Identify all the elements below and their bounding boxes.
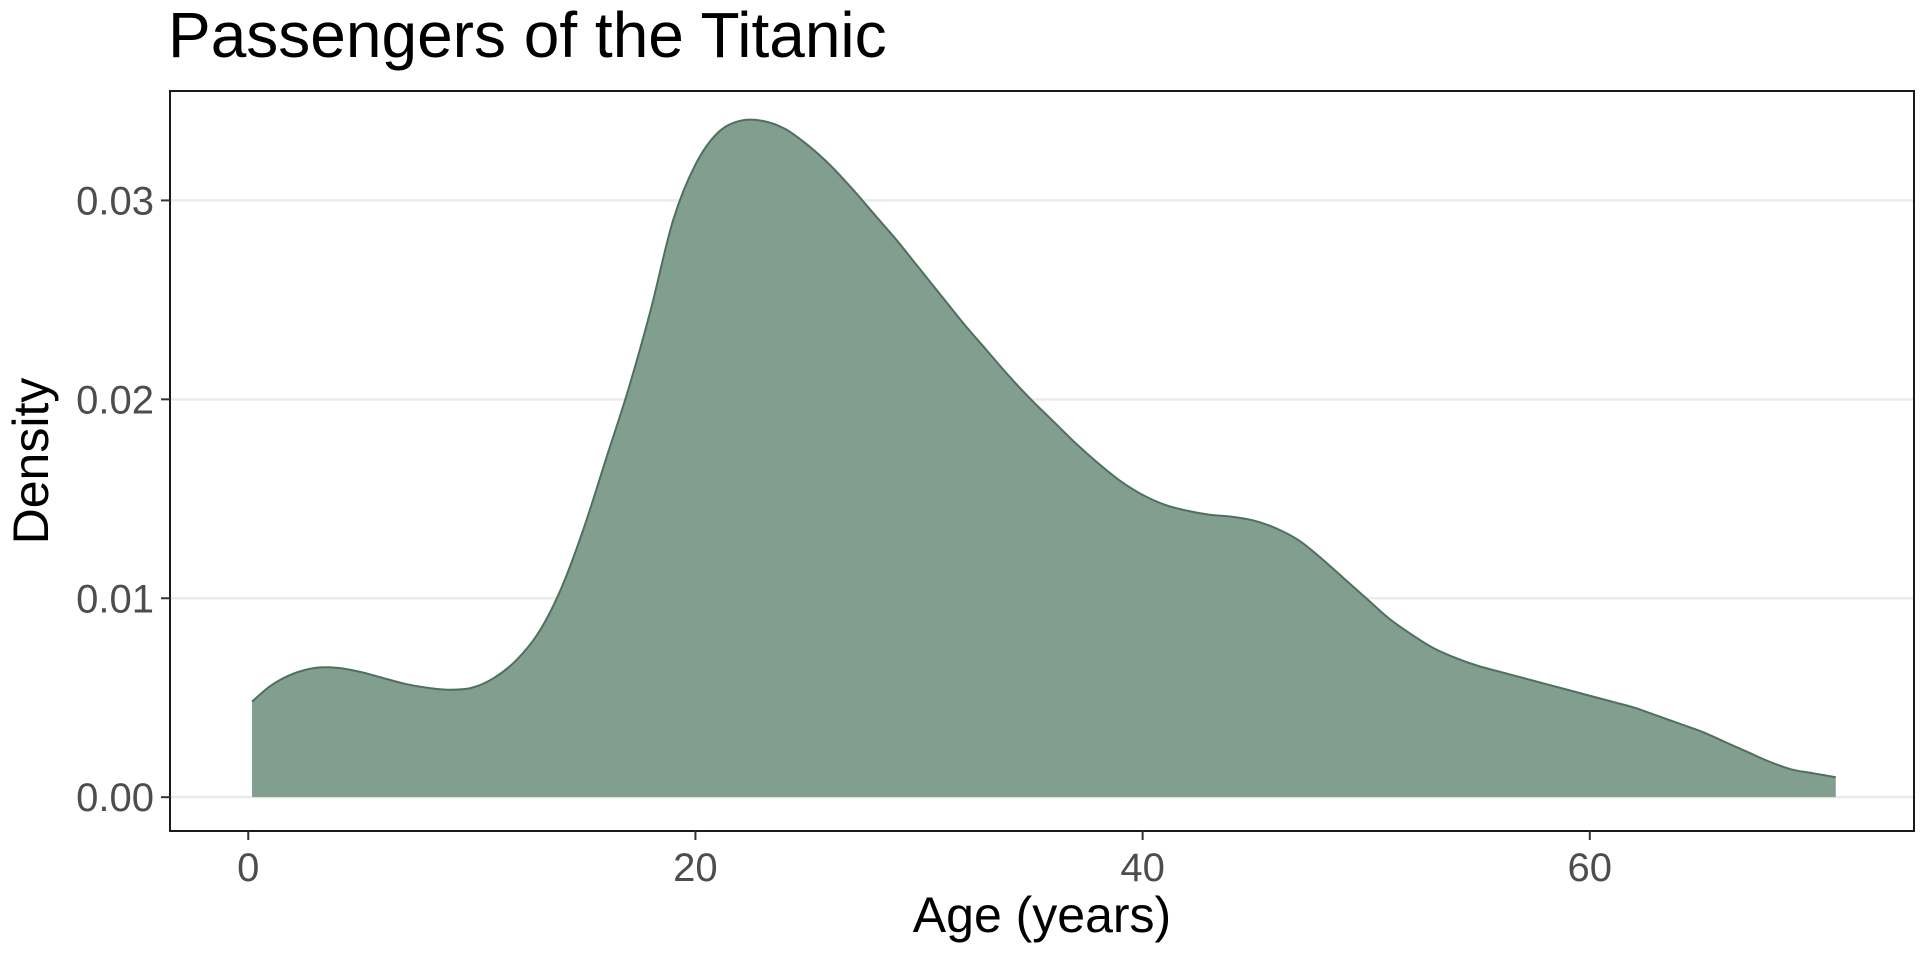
x-tick-label: 40 <box>1120 846 1165 890</box>
y-tick-label: 0.00 <box>76 776 154 820</box>
density-line <box>251 118 1836 779</box>
grid-lines <box>171 199 1913 799</box>
y-tick-label: 0.01 <box>76 577 154 621</box>
x-axis-ticks: 0 20 40 60 <box>237 831 1612 890</box>
x-axis-title: Age (years) <box>913 887 1171 943</box>
x-tick-label: 20 <box>673 846 718 890</box>
x-tick-label: 0 <box>237 846 259 890</box>
x-tick-label: 60 <box>1568 846 1613 890</box>
panel-border <box>169 90 1915 832</box>
y-axis-title: Density <box>3 378 59 545</box>
density-area-group <box>251 118 1836 798</box>
y-axis-ticks: 0.00 0.01 0.02 0.03 <box>76 179 170 820</box>
y-tick-label: 0.02 <box>76 378 154 422</box>
y-tick-label: 0.03 <box>76 179 154 223</box>
chart-title: Passengers of the Titanic <box>168 0 887 71</box>
density-area <box>252 119 1836 798</box>
